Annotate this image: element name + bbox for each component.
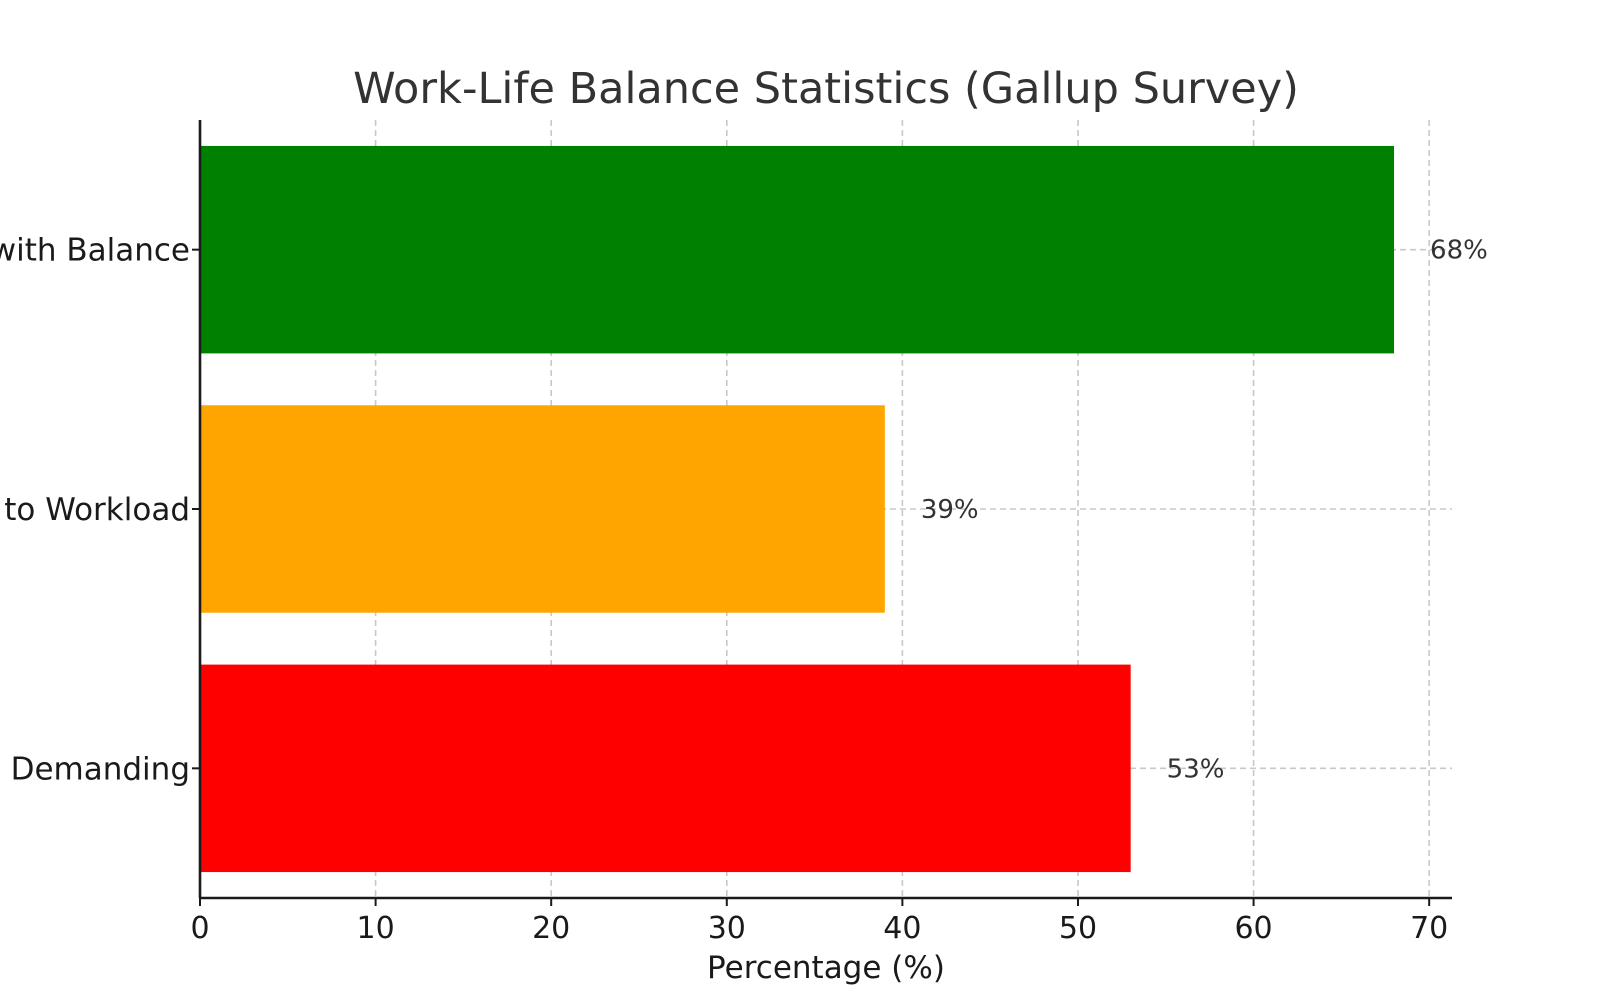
x-tick-label: 60 bbox=[1234, 911, 1272, 946]
y-category-label: with Balance bbox=[0, 233, 190, 269]
chart-title: Work-Life Balance Statistics (Gallup Sur… bbox=[353, 64, 1299, 114]
bar bbox=[200, 145, 1395, 354]
data-label: 53% bbox=[1167, 754, 1225, 784]
x-tick-label: 0 bbox=[190, 911, 209, 946]
x-tick-label: 30 bbox=[708, 911, 746, 946]
y-category-label: Demanding bbox=[11, 751, 190, 787]
x-axis-title: Percentage (%) bbox=[707, 950, 945, 986]
bar bbox=[200, 664, 1131, 873]
axes bbox=[192, 120, 1452, 906]
x-tick-label: 70 bbox=[1410, 911, 1448, 946]
y-category-labels: with Balance to Workload Demanding bbox=[0, 233, 190, 788]
y-category-label: to Workload bbox=[4, 492, 190, 528]
data-label: 68% bbox=[1430, 236, 1488, 266]
bars bbox=[200, 145, 1395, 873]
data-labels: 68% 39% 53% bbox=[921, 236, 1488, 785]
x-tick-label: 20 bbox=[532, 911, 570, 946]
data-label: 39% bbox=[921, 495, 979, 525]
x-tick-label: 10 bbox=[357, 911, 395, 946]
bar bbox=[200, 405, 885, 613]
x-tick-labels: 0 10 20 30 40 50 60 70 bbox=[190, 911, 1448, 946]
x-tick-label: 40 bbox=[883, 911, 921, 946]
x-tick-label: 50 bbox=[1059, 911, 1097, 946]
